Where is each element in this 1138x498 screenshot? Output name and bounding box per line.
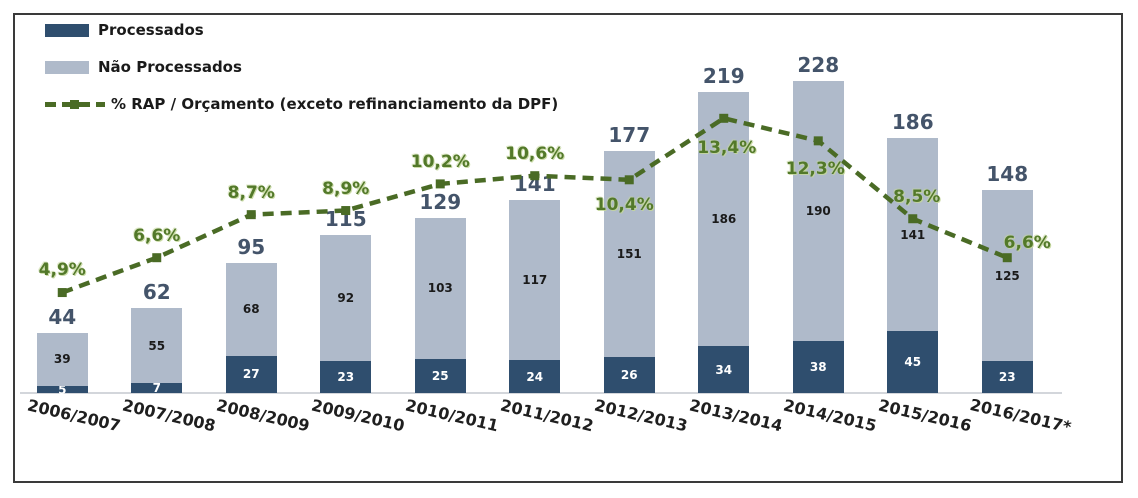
total-value-label: 177 [608, 122, 651, 147]
bar-segment-nao-processados: 125 [981, 190, 1033, 362]
nao-processados-value-label: 55 [148, 338, 166, 353]
bar-segment-nao-processados: 117 [509, 199, 561, 361]
processados-value-label: 26 [620, 368, 638, 383]
total-value-label: 219 [702, 63, 745, 88]
total-value-label: 115 [324, 207, 367, 232]
nao-processados-value-label: 68 [242, 302, 260, 317]
rap-percent-label: 4,9% [38, 259, 86, 280]
bar-segment-nao-processados: 103 [414, 217, 466, 359]
bar-segment-processados: 38 [792, 340, 844, 393]
bar-segment-processados: 27 [225, 356, 277, 393]
total-value-label: 62 [142, 280, 171, 305]
legend-item-rap-percent-line: % RAP / Orçamento (exceto refinanciament… [45, 95, 559, 113]
processados-swatch [45, 23, 89, 37]
bar-segment-nao-processados: 68 [225, 262, 277, 356]
bar-segment-nao-processados: 92 [320, 235, 372, 362]
chart-legend: Processados Não Processados % RAP / Orça… [45, 21, 559, 133]
nao-processados-value-label: 190 [805, 203, 831, 218]
x-axis-line [20, 392, 1062, 394]
processados-value-label: 45 [904, 355, 922, 370]
rap-percent-label: 6,6% [1003, 232, 1051, 253]
legend-label: % RAP / Orçamento (exceto refinanciament… [111, 95, 559, 113]
nao-processados-value-label: 186 [711, 212, 737, 226]
nao-processados-value-label: 39 [53, 352, 71, 367]
bar-segment-processados: 5 [36, 382, 88, 397]
bar-segment-processados: 26 [603, 357, 655, 393]
processados-value-label: 24 [526, 369, 544, 384]
nao-processados-value-label: 141 [900, 227, 926, 242]
bar-segment-nao-processados: 39 [36, 332, 88, 387]
legend-item-nao-processados: Não Processados [45, 58, 558, 76]
processados-value-label: 38 [809, 359, 827, 374]
rap-percent-label: 12,3% [785, 158, 845, 179]
bar-segment-processados: 24 [509, 360, 561, 393]
legend-label: Processados [98, 21, 204, 39]
total-value-label: 141 [513, 171, 556, 196]
dashed-line-legend-sample [45, 99, 105, 109]
legend-item-processados: Processados [45, 21, 558, 39]
processados-value-label: 23 [998, 370, 1016, 385]
processados-value-label: 5 [58, 382, 67, 397]
processados-value-label: 25 [431, 368, 449, 383]
bar-segment-processados: 23 [981, 361, 1033, 393]
nao-processados-value-label: 92 [337, 291, 355, 306]
bar-segment-nao-processados: 186 [698, 91, 750, 347]
bar-segment-nao-processados: 55 [131, 308, 183, 384]
bar-segment-processados: 23 [320, 361, 372, 393]
processados-value-label: 23 [337, 370, 355, 385]
bar-segment-processados: 25 [414, 358, 466, 393]
total-value-label: 148 [986, 162, 1029, 187]
bar-segment-nao-processados: 190 [792, 80, 844, 341]
processados-value-label: 34 [715, 362, 733, 377]
rap-percent-label: 10,6% [505, 143, 565, 164]
rap-percent-label: 8,7% [227, 182, 275, 203]
total-value-label: 44 [48, 304, 77, 329]
rap-percent-label: 6,6% [133, 225, 181, 246]
rap-percent-label: 10,4% [594, 194, 654, 215]
nao-processados-value-label: 117 [522, 272, 548, 287]
rap-percent-label: 8,9% [322, 178, 370, 199]
total-value-label: 186 [891, 110, 934, 135]
bar-segment-processados: 34 [698, 346, 750, 393]
total-value-label: 129 [419, 189, 462, 214]
nao-processados-swatch [45, 60, 89, 74]
total-value-label: 95 [237, 234, 266, 259]
bar-segment-processados: 45 [887, 331, 939, 393]
bar-segment-processados: 7 [131, 381, 183, 396]
processados-value-label: 7 [152, 381, 161, 396]
rap-percent-label: 8,5% [893, 186, 941, 207]
rap-percent-label: 13,4% [697, 138, 757, 159]
rap-percent-label: 10,2% [410, 151, 470, 172]
nao-processados-value-label: 151 [616, 246, 642, 261]
processados-value-label: 27 [242, 367, 260, 382]
legend-label: Não Processados [98, 58, 242, 76]
bar-segment-nao-processados: 141 [887, 138, 939, 332]
total-value-label: 228 [797, 52, 840, 77]
nao-processados-value-label: 103 [427, 281, 453, 296]
nao-processados-value-label: 125 [994, 268, 1020, 283]
bar-segment-nao-processados: 151 [603, 150, 655, 358]
